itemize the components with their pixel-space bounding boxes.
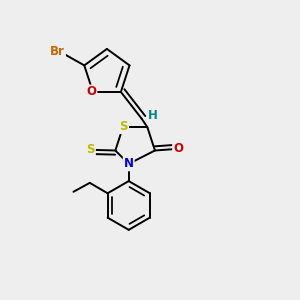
Text: S: S <box>120 120 128 133</box>
Text: N: N <box>124 157 134 170</box>
Text: O: O <box>86 85 96 98</box>
Text: Br: Br <box>50 45 65 58</box>
Text: S: S <box>86 143 95 156</box>
Text: O: O <box>173 142 183 155</box>
Text: H: H <box>148 109 158 122</box>
Text: H: H <box>148 109 158 122</box>
